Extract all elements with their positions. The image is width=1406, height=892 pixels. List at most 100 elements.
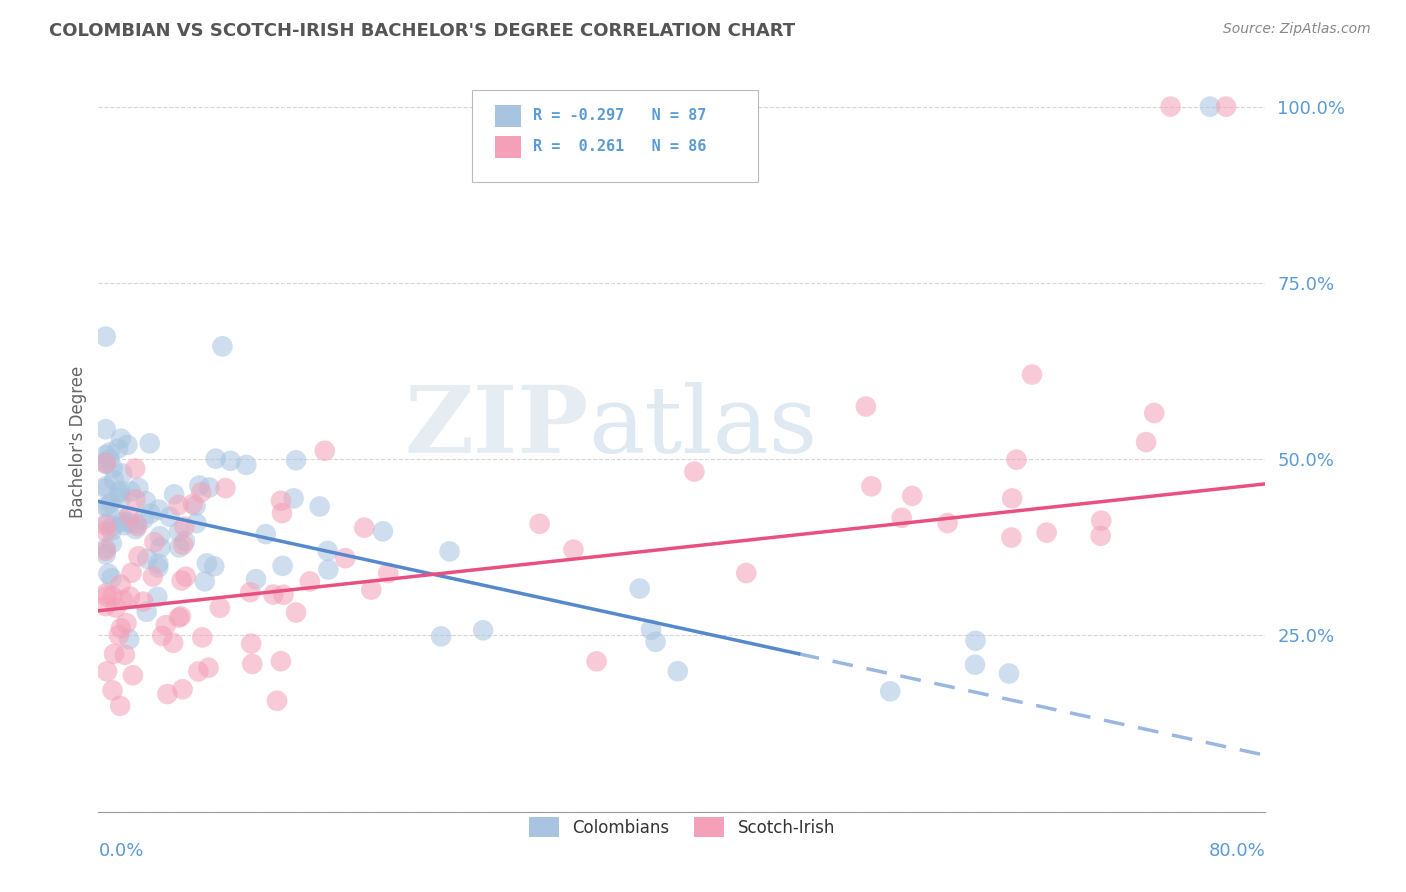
Point bbox=[187, 665, 209, 679]
Point bbox=[94, 455, 117, 469]
Point bbox=[890, 511, 912, 525]
Point bbox=[124, 461, 146, 475]
Point bbox=[173, 534, 195, 549]
Point bbox=[360, 582, 382, 597]
Point bbox=[195, 557, 218, 571]
Point bbox=[117, 516, 139, 530]
Point bbox=[204, 451, 226, 466]
Text: Source: ZipAtlas.com: Source: ZipAtlas.com bbox=[1223, 22, 1371, 37]
Point bbox=[197, 661, 219, 675]
Point bbox=[107, 628, 129, 642]
Point bbox=[94, 479, 117, 493]
Point bbox=[111, 467, 134, 481]
Point bbox=[104, 600, 127, 615]
Point bbox=[628, 582, 651, 596]
Point bbox=[735, 566, 758, 580]
Point bbox=[112, 593, 135, 607]
Point bbox=[285, 606, 308, 620]
Point bbox=[110, 432, 132, 446]
Point bbox=[936, 516, 959, 530]
Point bbox=[191, 631, 214, 645]
Point bbox=[101, 461, 124, 475]
Point bbox=[174, 569, 197, 583]
Point bbox=[163, 487, 186, 501]
Point bbox=[167, 541, 190, 555]
Point bbox=[879, 684, 901, 698]
Point bbox=[100, 496, 122, 510]
Point bbox=[167, 498, 190, 512]
Text: atlas: atlas bbox=[589, 382, 818, 472]
Point bbox=[135, 605, 157, 619]
Point bbox=[377, 566, 399, 580]
Point bbox=[167, 524, 190, 539]
Point bbox=[254, 527, 277, 541]
Point bbox=[271, 558, 294, 573]
Point bbox=[1135, 435, 1157, 450]
Point bbox=[472, 624, 495, 638]
Point bbox=[94, 543, 117, 558]
Point bbox=[1001, 491, 1024, 506]
Point bbox=[94, 457, 117, 471]
Point bbox=[98, 452, 121, 467]
Point bbox=[430, 629, 453, 643]
Point bbox=[118, 632, 141, 647]
Point bbox=[97, 566, 120, 581]
Point bbox=[148, 557, 170, 571]
Point bbox=[245, 572, 267, 586]
Point bbox=[1021, 368, 1043, 382]
Point bbox=[135, 494, 157, 508]
Point bbox=[146, 590, 169, 604]
Point bbox=[998, 666, 1021, 681]
Point bbox=[184, 499, 207, 513]
Point bbox=[1035, 525, 1057, 540]
Point bbox=[94, 329, 117, 343]
Point bbox=[585, 654, 607, 668]
Point bbox=[94, 599, 117, 613]
Point bbox=[1005, 452, 1028, 467]
Point bbox=[1160, 100, 1182, 114]
Point bbox=[240, 657, 263, 671]
Point bbox=[150, 629, 173, 643]
Point bbox=[335, 551, 357, 566]
Point bbox=[111, 515, 134, 529]
Point bbox=[855, 400, 877, 414]
Point bbox=[108, 483, 131, 498]
FancyBboxPatch shape bbox=[495, 104, 520, 127]
Point bbox=[108, 698, 131, 713]
Point bbox=[118, 508, 141, 523]
Point bbox=[110, 578, 132, 592]
Point bbox=[139, 436, 162, 450]
Text: R = -0.297   N = 87: R = -0.297 N = 87 bbox=[533, 108, 706, 123]
Text: COLOMBIAN VS SCOTCH-IRISH BACHELOR'S DEGREE CORRELATION CHART: COLOMBIAN VS SCOTCH-IRISH BACHELOR'S DEG… bbox=[49, 22, 796, 40]
Point bbox=[159, 509, 181, 524]
Point bbox=[963, 657, 986, 672]
Point bbox=[170, 609, 193, 624]
Legend: Colombians, Scotch-Irish: Colombians, Scotch-Irish bbox=[522, 811, 842, 844]
Point bbox=[96, 590, 118, 604]
Point bbox=[149, 541, 172, 555]
Point bbox=[270, 654, 292, 668]
Point bbox=[127, 519, 149, 533]
Point bbox=[127, 549, 149, 564]
Point bbox=[172, 682, 194, 697]
Point bbox=[318, 562, 340, 576]
Point bbox=[117, 438, 139, 452]
Point bbox=[666, 664, 689, 678]
Point bbox=[149, 529, 172, 543]
Point bbox=[98, 445, 121, 459]
Point bbox=[100, 571, 122, 585]
Point bbox=[125, 516, 148, 531]
Point bbox=[170, 574, 193, 588]
Point bbox=[162, 636, 184, 650]
Point bbox=[107, 442, 129, 456]
Point bbox=[173, 519, 195, 533]
Point bbox=[644, 635, 666, 649]
Point bbox=[314, 443, 336, 458]
Y-axis label: Bachelor's Degree: Bachelor's Degree bbox=[69, 366, 87, 517]
Point bbox=[121, 566, 143, 580]
Point bbox=[439, 544, 461, 558]
Point bbox=[181, 497, 204, 511]
Point bbox=[1143, 406, 1166, 420]
Point bbox=[101, 590, 124, 604]
Point bbox=[112, 518, 135, 533]
